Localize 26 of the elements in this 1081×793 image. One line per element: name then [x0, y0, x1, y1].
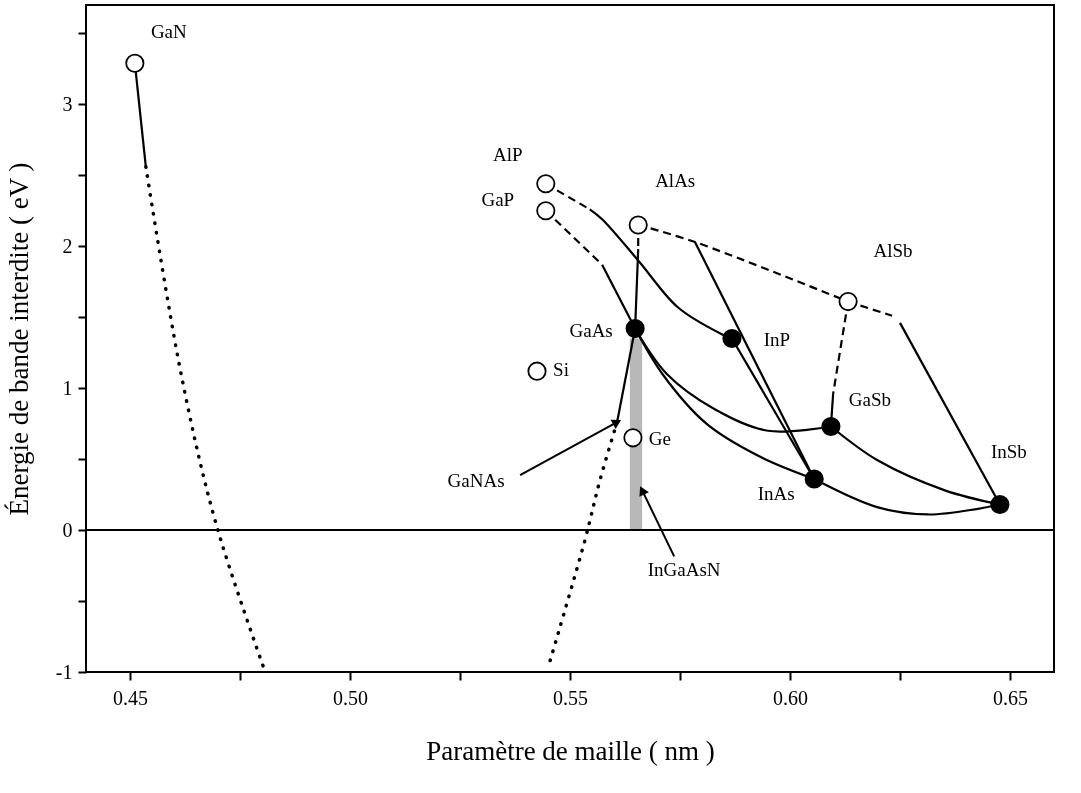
y-axis-title: Énergie de bande interdite ( eV ): [3, 162, 34, 516]
annotation: InP: [763, 328, 791, 350]
x-tick-label: 0.60: [773, 686, 808, 709]
x-axis-title: Paramètre de maille ( nm ): [426, 735, 715, 766]
y-tick-label: 2: [62, 234, 73, 257]
annotation: GaAs: [569, 319, 613, 341]
y-tick-label: -1: [55, 660, 73, 683]
annotation: AlSb: [873, 239, 913, 261]
annotation: Si: [553, 359, 569, 381]
annotation: InSb: [990, 440, 1027, 462]
annotation: GaP: [481, 188, 515, 210]
annotation: GaN: [150, 21, 188, 43]
y-tick-label: 0: [62, 518, 73, 541]
annotation: Ge: [648, 427, 671, 449]
annotation: InGaAsN: [647, 559, 721, 581]
y-tick-label: 3: [62, 92, 73, 115]
annotation: GaNAs: [447, 470, 505, 492]
annotation: InAs: [757, 483, 795, 504]
annotation: AlAs: [655, 169, 696, 191]
annotation: AlP: [493, 143, 523, 165]
y-tick-label: 1: [62, 376, 73, 399]
x-tick-label: 0.65: [993, 686, 1028, 709]
x-tick-label: 0.50: [333, 686, 368, 709]
x-tick-label: 0.45: [113, 686, 148, 709]
annotation: GaSb: [848, 389, 892, 411]
x-tick-label: 0.55: [553, 686, 588, 709]
